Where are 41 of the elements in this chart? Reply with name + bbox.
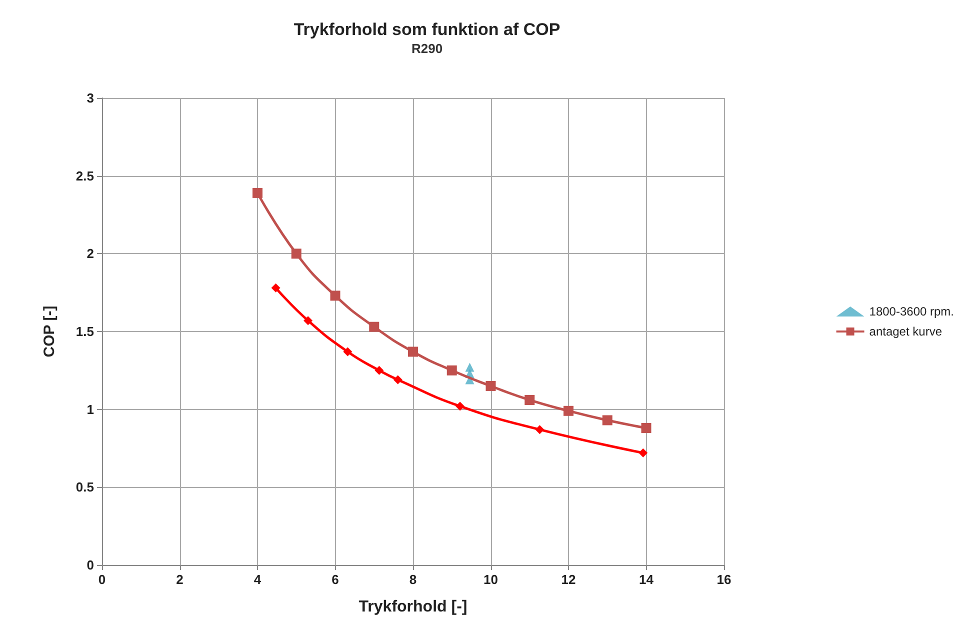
point: [535, 425, 544, 434]
legend-label: antaget kurve: [869, 324, 942, 338]
y-tick-label: 0.5: [76, 480, 94, 495]
point: [408, 346, 418, 357]
y-tick-label: 2.5: [76, 168, 94, 184]
point: [524, 394, 535, 405]
point: [638, 448, 648, 458]
point: [304, 316, 313, 326]
point: [393, 375, 402, 384]
x-tick-label: 16: [716, 572, 732, 587]
point: [369, 322, 380, 332]
x-tick-label: 0: [98, 572, 106, 587]
x-axis-title: Trykforhold [-]: [358, 598, 468, 616]
chart-subtitle: R290: [411, 41, 443, 56]
chart-title: Trykforhold som funktion af COP: [294, 20, 560, 39]
y-tick-label: 1.5: [76, 324, 94, 339]
x-tick-label: 6: [332, 572, 339, 587]
point: [602, 415, 612, 426]
point: [271, 283, 280, 292]
y-tick-label: 3: [86, 90, 94, 106]
point: [564, 406, 574, 416]
legend-label: 1800-3600 rpm.: [869, 304, 954, 318]
point: [252, 188, 262, 198]
x-tick-label: 12: [561, 572, 576, 587]
x-tick-label: 10: [484, 572, 498, 587]
point: [446, 365, 457, 376]
x-tick-label: 4: [254, 572, 262, 587]
point: [291, 248, 302, 259]
y-tick-label: 1: [86, 402, 94, 417]
point: [330, 290, 340, 301]
y-tick-label: 0: [86, 558, 94, 572]
y-tick-label: 2: [86, 246, 94, 262]
point: [486, 380, 496, 391]
point: [641, 423, 652, 434]
point: [374, 366, 384, 375]
point: [456, 402, 465, 411]
y-axis-title: COP [-]: [41, 306, 58, 358]
x-tick-label: 14: [639, 572, 654, 587]
x-tick-label: 8: [409, 572, 417, 587]
x-tick-label: 2: [176, 572, 184, 587]
point: [343, 347, 352, 356]
